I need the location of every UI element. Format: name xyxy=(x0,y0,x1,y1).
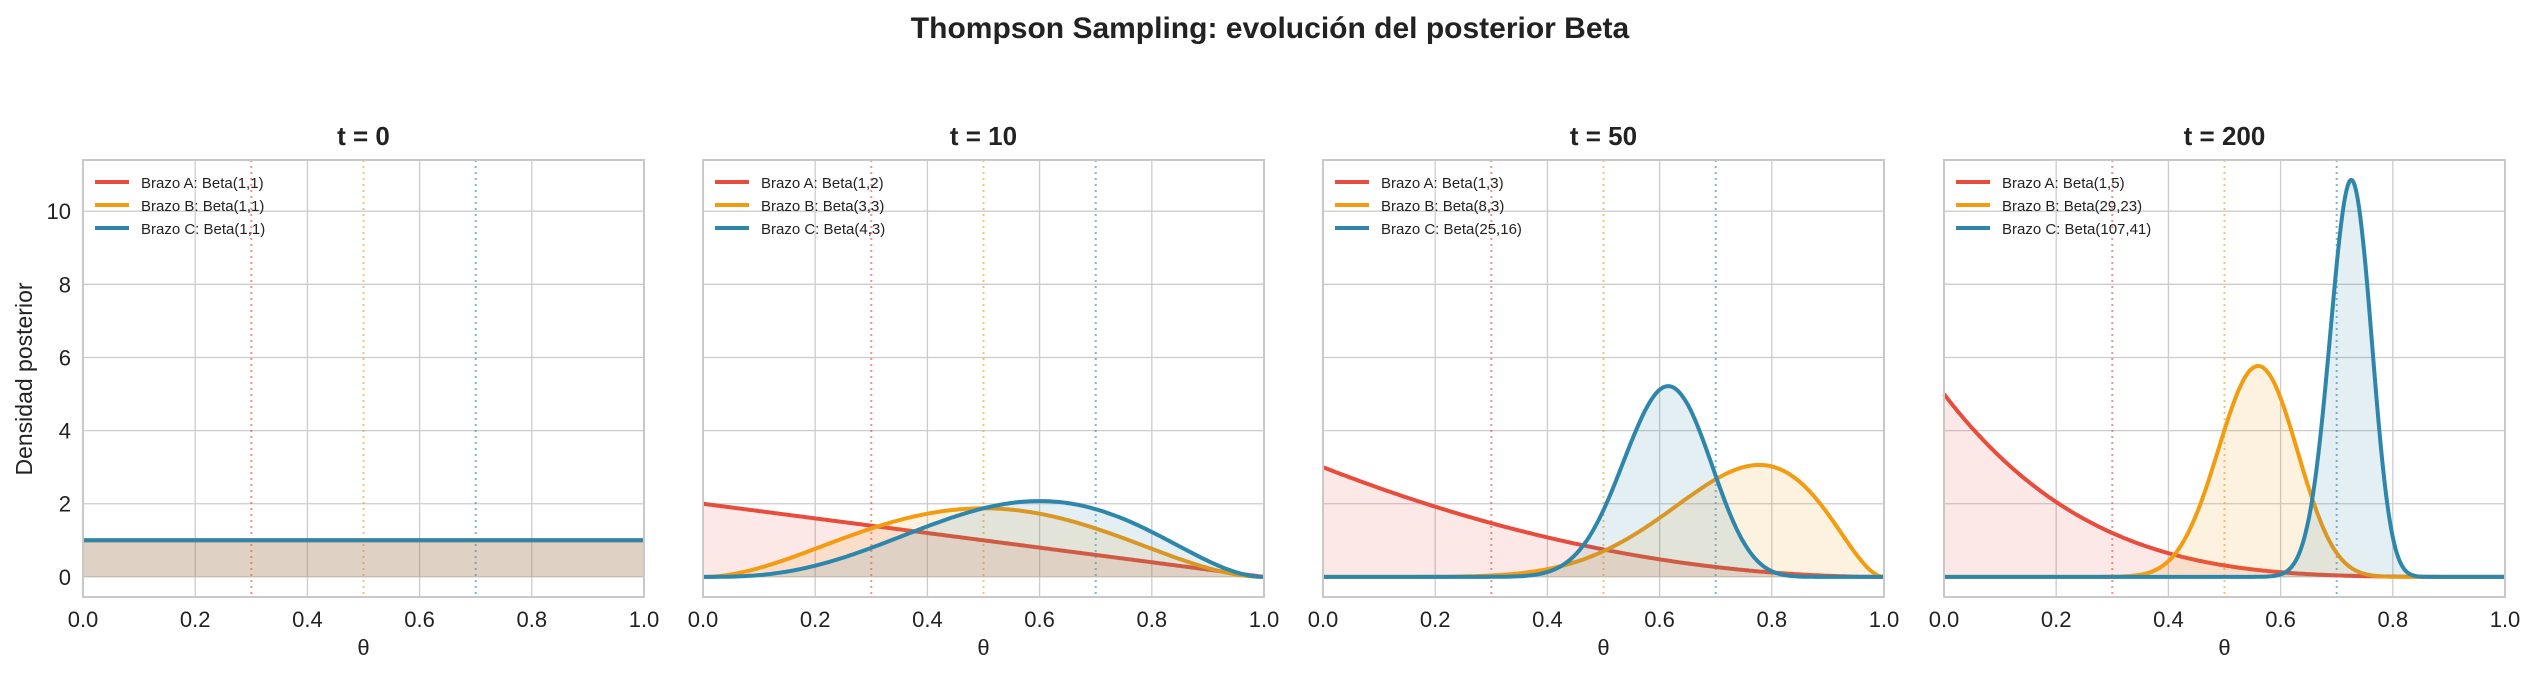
legend-label: Brazo B: Beta(3,3) xyxy=(761,198,884,215)
legend-label: Brazo C: Beta(4,3) xyxy=(761,221,885,238)
density-fill xyxy=(83,540,644,577)
legend-label: Brazo A: Beta(1,3) xyxy=(1381,175,1504,192)
x-tick-label: 0.6 xyxy=(1024,607,1055,632)
x-tick-label: 0.2 xyxy=(800,607,831,632)
x-tick-label: 0.4 xyxy=(292,607,323,632)
x-axis-label: θ xyxy=(2218,635,2230,660)
y-axis-label: Densidad posterior xyxy=(11,282,37,475)
x-tick-label: 1.0 xyxy=(2490,607,2521,632)
y-tick-label: 8 xyxy=(59,272,71,297)
legend-label: Brazo A: Beta(1,5) xyxy=(2002,175,2125,192)
density-fill xyxy=(83,540,644,577)
density-fill xyxy=(703,508,1264,577)
x-tick-label: 0.0 xyxy=(1929,607,1960,632)
y-tick-label: 6 xyxy=(59,345,71,370)
y-tick-label: 4 xyxy=(59,419,71,444)
density-fill xyxy=(1944,394,2505,577)
panel-2: 0.0 0.2 0.4 0.6 0.8 1.0 t = 50 θ Brazo A: Beta(1… xyxy=(1308,121,1900,660)
x-tick-label: 1.0 xyxy=(1249,607,1280,632)
x-axis-label: θ xyxy=(357,635,369,660)
density-fill xyxy=(1323,467,1884,577)
legend-label: Brazo C: Beta(1,1) xyxy=(141,221,265,238)
x-tick-label: 0.0 xyxy=(688,607,719,632)
axes-frame xyxy=(702,159,1265,598)
density-curve xyxy=(1943,178,2506,579)
legend-label: Brazo A: Beta(1,2) xyxy=(761,175,884,192)
density-fill xyxy=(1323,464,1884,577)
legend-label: Brazo B: Beta(8,3) xyxy=(1381,198,1504,215)
panel-0: 0.0 0.2 0.4 0.6 0.8 1.0 0 2 4 6 8 10 t = 0 θ Brazo A: … xyxy=(47,121,660,660)
panel-1: 0.0 0.2 0.4 0.6 0.8 1.0 t = 10 θ Brazo A: Beta(1… xyxy=(688,121,1280,660)
legend-label: Brazo C: Beta(25,16) xyxy=(1381,221,1522,238)
x-tick-label: 0.6 xyxy=(1644,607,1675,632)
x-tick-label: 0.4 xyxy=(912,607,943,632)
axes-frame xyxy=(82,159,645,598)
x-tick-label: 0.6 xyxy=(2265,607,2296,632)
x-tick-label: 1.0 xyxy=(1869,607,1900,632)
density-fill xyxy=(1944,366,2505,577)
x-tick-label: 0.2 xyxy=(1420,607,1451,632)
panel-title: t = 10 xyxy=(950,121,1017,151)
y-tick-label: 0 xyxy=(59,565,71,590)
axes-frame xyxy=(1943,159,2506,598)
x-tick-label: 0.8 xyxy=(1757,607,1788,632)
y-tick-label: 10 xyxy=(47,199,71,224)
x-tick-label: 0.2 xyxy=(2041,607,2072,632)
x-tick-label: 0.8 xyxy=(1137,607,1168,632)
panel-title: t = 200 xyxy=(2184,121,2266,151)
panel-title: t = 50 xyxy=(1570,121,1637,151)
legend-label: Brazo C: Beta(107,41) xyxy=(2002,221,2151,238)
density-fill xyxy=(83,540,644,577)
x-tick-label: 0.0 xyxy=(68,607,99,632)
x-tick-label: 0.6 xyxy=(404,607,435,632)
legend-label: Brazo B: Beta(1,1) xyxy=(141,198,264,215)
figure-title: Thompson Sampling: evolución del posteri… xyxy=(911,12,1630,45)
density-curve xyxy=(702,499,1265,579)
panel-3: 0.0 0.2 0.4 0.6 0.8 1.0 t = 200 θ Brazo A: Beta(… xyxy=(1929,121,2521,660)
legend-label: Brazo B: Beta(29,23) xyxy=(2002,198,2142,215)
density-fill xyxy=(1323,386,1884,577)
x-tick-label: 0.8 xyxy=(2378,607,2409,632)
x-tick-label: 0.4 xyxy=(1532,607,1563,632)
x-axis-label: θ xyxy=(977,635,989,660)
axes-frame xyxy=(1322,159,1885,598)
x-tick-label: 1.0 xyxy=(629,607,660,632)
x-axis-label: θ xyxy=(1597,635,1609,660)
legend-label: Brazo A: Beta(1,1) xyxy=(141,175,264,192)
density-curve xyxy=(1322,384,1885,579)
x-tick-label: 0.2 xyxy=(180,607,211,632)
x-tick-label: 0.4 xyxy=(2153,607,2184,632)
panel-title: t = 0 xyxy=(337,121,390,151)
x-tick-label: 0.8 xyxy=(517,607,548,632)
x-tick-label: 0.0 xyxy=(1308,607,1339,632)
density-curve xyxy=(702,501,1265,579)
y-tick-label: 2 xyxy=(59,492,71,517)
